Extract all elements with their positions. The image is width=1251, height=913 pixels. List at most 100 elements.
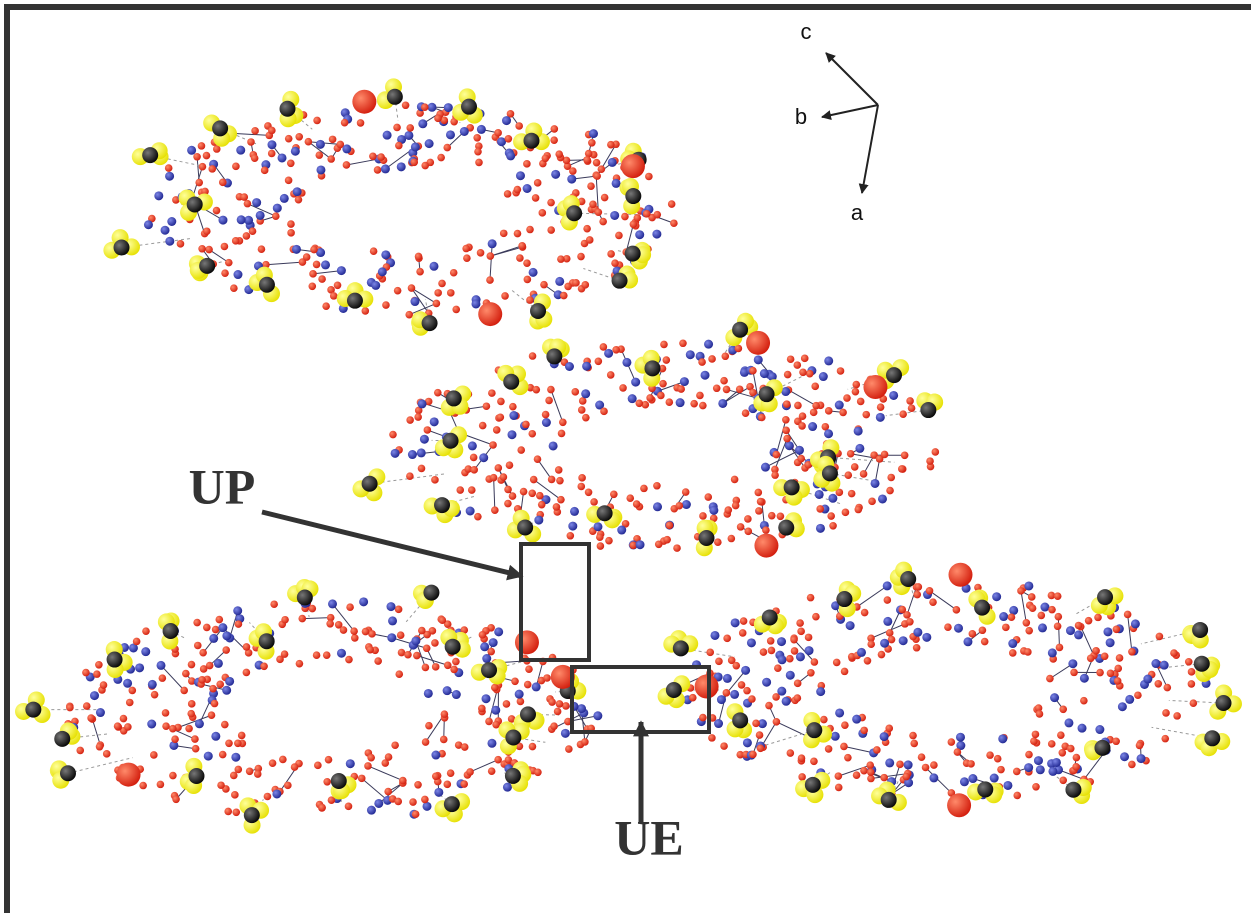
- oxygen-atom: [528, 489, 536, 497]
- oxygen-atom: [555, 150, 563, 158]
- uranium-atom: [652, 230, 661, 239]
- oxygen-atom: [408, 284, 416, 292]
- carbon-atom: [188, 768, 204, 784]
- oxygen-atom: [433, 300, 441, 308]
- uranium-atom: [231, 753, 240, 762]
- oxygen-atom: [452, 658, 460, 666]
- oxygen-atom: [1075, 622, 1083, 630]
- uranium-atom: [622, 358, 631, 367]
- uranium-atom: [1160, 661, 1169, 670]
- carbon-atom: [762, 609, 778, 625]
- oxygen-atom: [728, 535, 736, 543]
- oxygen-atom: [784, 371, 792, 379]
- uranium-atom: [777, 637, 786, 646]
- uranium-atom: [954, 624, 963, 633]
- oxygen-atom: [853, 771, 861, 779]
- carbon-atom: [503, 374, 519, 390]
- carbon-atom: [778, 520, 794, 536]
- oxygen-atom: [188, 700, 196, 708]
- oxygen-atom: [524, 681, 532, 689]
- oxygen-atom: [677, 385, 685, 393]
- oxygen-atom: [1023, 619, 1031, 627]
- oxygen-atom: [1072, 763, 1080, 771]
- uranium-atom: [443, 686, 452, 695]
- oxygen-atom: [325, 756, 333, 764]
- oxygen-atom: [1080, 697, 1088, 705]
- oxygen-atom: [470, 454, 478, 462]
- carbon-atom: [443, 433, 459, 449]
- oxygen-atom: [760, 648, 768, 656]
- oxygen-atom: [1037, 612, 1045, 620]
- oxygen-atom: [554, 708, 562, 716]
- oxygen-atom: [581, 281, 589, 289]
- oxygen-atom: [565, 745, 573, 753]
- uranium-atom: [1003, 781, 1012, 790]
- oxygen-atom: [351, 634, 359, 642]
- oxygen-atom: [1009, 649, 1017, 657]
- oxygen-atom: [270, 600, 278, 608]
- uranium-atom: [963, 637, 972, 646]
- oxygen-atom: [500, 230, 508, 238]
- oxygen-atom: [251, 127, 259, 135]
- uranium-atom: [593, 711, 602, 720]
- oxygen-atom: [491, 506, 499, 514]
- oxygen-atom: [180, 687, 188, 695]
- oxygen-atom: [755, 507, 763, 515]
- oxygen-atom: [151, 691, 159, 699]
- oxygen-atom: [1101, 652, 1109, 660]
- oxygen-atom: [191, 735, 199, 743]
- oxygen-atom: [582, 414, 590, 422]
- oxygen-atom: [586, 236, 594, 244]
- carbon-atom: [331, 773, 347, 789]
- oxygen-atom: [284, 782, 292, 790]
- uranium-atom: [494, 627, 503, 636]
- oxygen-atom: [1059, 776, 1067, 784]
- oxygen-atom: [157, 781, 165, 789]
- uranium-atom: [293, 187, 302, 196]
- oxygen-atom: [532, 194, 540, 202]
- carbon-atom: [566, 205, 582, 221]
- oxygen-atom: [787, 355, 795, 363]
- oxygen-atom: [421, 796, 429, 804]
- oxygen-atom: [1164, 684, 1172, 692]
- oxygen-atom: [538, 501, 546, 509]
- uranium-atom: [90, 691, 99, 700]
- oxygen-atom: [646, 394, 654, 402]
- uranium-atom: [635, 230, 644, 239]
- oxygen-atom: [635, 399, 643, 407]
- oxygen-atom: [881, 451, 889, 459]
- oxygen-atom: [418, 465, 426, 473]
- oxygen-atom: [473, 134, 481, 142]
- oxygen-atom: [926, 587, 934, 595]
- oxygen-atom: [313, 651, 321, 659]
- oxygen-atom: [1054, 592, 1062, 600]
- uranium-atom: [617, 526, 626, 535]
- uranium-atom: [446, 130, 455, 139]
- uranium-atom: [444, 103, 453, 112]
- uranium-atom: [1080, 674, 1089, 683]
- oxygen-atom: [377, 153, 385, 161]
- uranium-atom: [507, 430, 516, 439]
- oxygen-atom: [172, 795, 180, 803]
- uranium-atom: [487, 739, 496, 748]
- uranium-atom: [819, 372, 828, 381]
- uranium-atom: [904, 760, 913, 769]
- oxygen-atom: [406, 124, 414, 132]
- oxygen-atom: [295, 196, 303, 204]
- carbon-atom: [977, 781, 993, 797]
- oxygen-atom: [503, 700, 511, 708]
- oxygen-atom: [902, 773, 910, 781]
- uranium-atom: [704, 340, 713, 349]
- oxygen-atom: [313, 261, 321, 269]
- oxygen-atom: [393, 124, 401, 132]
- oxygen-atom: [1067, 745, 1075, 753]
- oxygen-atom: [402, 101, 410, 109]
- uranium-atom: [1034, 756, 1043, 765]
- uranium-atom: [612, 179, 621, 188]
- uranium-atom: [1103, 627, 1112, 636]
- oxygen-atom: [682, 488, 690, 496]
- oxygen-atom: [772, 451, 780, 459]
- oxygen-atom: [812, 402, 820, 410]
- oxygen-atom: [362, 307, 370, 315]
- oxygen-atom: [885, 725, 893, 733]
